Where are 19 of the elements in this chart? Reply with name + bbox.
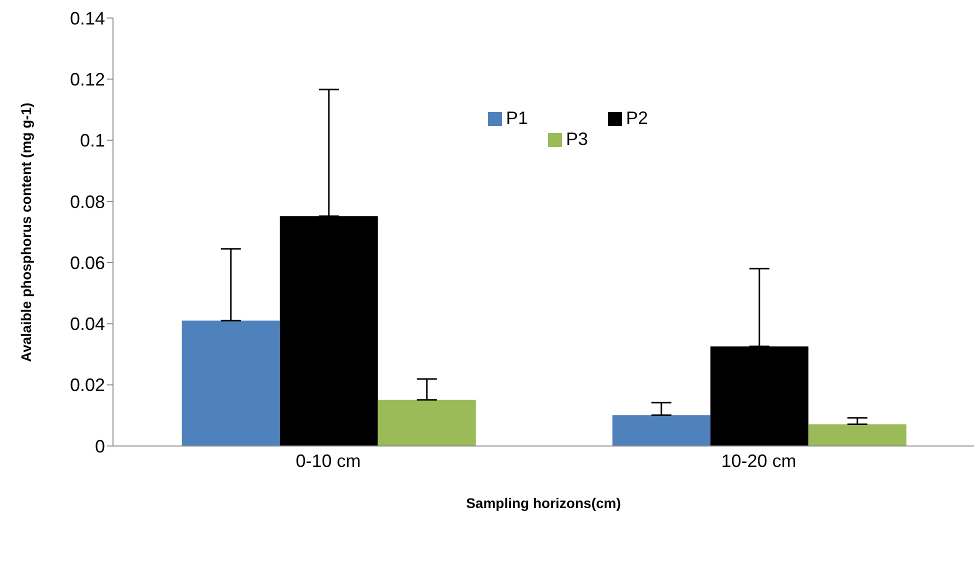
y-axis-title: Avalaible phosphorus content (mg g-1) <box>18 102 34 362</box>
y-tick-label: 0.12 <box>70 70 105 90</box>
bar <box>378 400 476 446</box>
x-tick-label: 10-20 cm <box>721 450 796 471</box>
y-tick-label: 0.06 <box>70 252 105 273</box>
y-tick-label: 0.1 <box>80 130 105 151</box>
y-tick-label: 0 <box>94 436 105 456</box>
x-tick-label: 0-10 cm <box>296 450 361 471</box>
y-tick-label: 0.08 <box>70 192 105 212</box>
y-tick-label: 0.04 <box>70 314 105 334</box>
legend-label: P3 <box>566 129 588 149</box>
legend-label: P2 <box>626 108 648 128</box>
legend-label: P1 <box>506 108 528 128</box>
bar <box>612 415 710 446</box>
y-tick-label: 0.02 <box>70 375 105 396</box>
bar <box>182 320 280 446</box>
y-tick-label: 0.14 <box>70 8 105 28</box>
x-axis-title: Sampling horizons(cm) <box>466 495 621 511</box>
bar <box>808 424 906 446</box>
